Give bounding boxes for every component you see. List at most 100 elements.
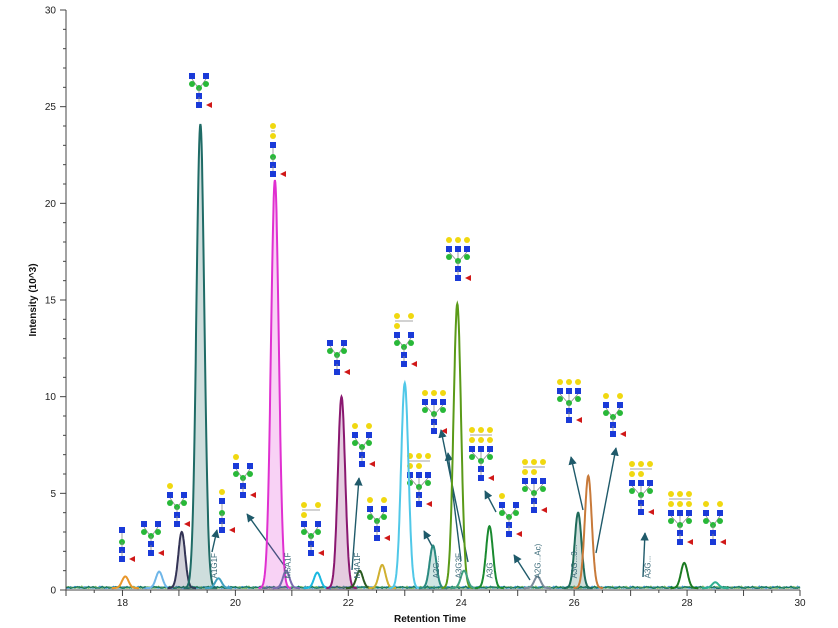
hexose-circle [617,393,623,399]
glycan-structure-icon [394,313,417,367]
hexose-circle [557,396,563,402]
y-axis-ticks: 0 5 10 15 20 25 30 [45,6,66,597]
glcnac-square [196,93,202,99]
hexose-circle [416,453,422,459]
hexose-circle [422,390,428,396]
hexose-circle [446,254,452,260]
glcnac-square [478,466,484,472]
glcnac-square [174,521,180,527]
hexose-circle [629,461,635,467]
glcnac-square [469,446,475,452]
glcnac-square [668,510,674,516]
hexose-circle [366,423,372,429]
hexose-circle [647,488,653,494]
glcnac-square [219,518,225,524]
glcnac-square [416,472,422,478]
peak-fill [418,545,448,590]
glcnac-square [610,431,616,437]
hexose-circle [408,313,414,319]
glcnac-square [677,530,683,536]
hexose-circle [499,510,505,516]
x-tick-label: 28 [682,598,694,609]
fucose-triangle [426,501,432,507]
glcnac-square [315,521,321,527]
fucose-triangle [129,556,135,562]
glcnac-square [203,73,209,79]
y-tick-label: 30 [45,6,57,17]
hexose-circle [668,501,674,507]
hexose-circle [566,379,572,385]
hexose-circle [677,501,683,507]
peak-label: M5A1F [283,553,292,579]
glcnac-square [431,419,437,425]
glcnac-square [408,332,414,338]
glcnac-square [464,246,470,252]
hexose-circle [367,514,373,520]
glycan-structure-icon [367,497,390,541]
annotation-arrow [423,530,434,549]
glcnac-square [647,480,653,486]
glcnac-square [425,472,431,478]
hexose-circle [301,512,307,518]
glcnac-square [189,73,195,79]
hexose-circle [315,529,321,535]
hexose-circle [557,379,563,385]
glcnac-square [301,521,307,527]
hexose-circle [531,459,537,465]
peak-fill [563,512,593,590]
hexose-circle [575,379,581,385]
peak-fill [167,532,196,590]
peak-trace [670,561,699,590]
glcnac-square [629,480,635,486]
glcnac-square [677,510,683,516]
hexose-circle [270,133,276,139]
hexose-circle [301,502,307,508]
x-axis-ticks: 18 20 22 24 26 28 30 [65,590,806,609]
hexose-circle [394,340,400,346]
fucose-triangle [384,535,390,541]
glcnac-square [401,352,407,358]
glcnac-square [247,463,253,469]
fucose-triangle [516,531,522,537]
hexose-circle [219,489,225,495]
glcnac-square [557,388,563,394]
glcnac-square [148,541,154,547]
glycan-structure-icon [407,453,432,507]
glycan-structure-icon [629,461,654,515]
glcnac-square [717,510,723,516]
glcnac-square [240,492,246,498]
glcnac-square [196,102,202,108]
peak-trace [303,571,331,590]
glcnac-square [327,340,333,346]
fucose-triangle [344,369,350,375]
glcnac-square [374,535,380,541]
hexose-circle [440,390,446,396]
glycan-structure-icon [557,379,582,423]
glcnac-square [677,539,683,545]
glcnac-square [566,408,572,414]
fucose-triangle [206,102,212,108]
glycan-structure-icon [119,527,135,562]
peak-trace [563,511,593,590]
glcnac-square [455,275,461,281]
glcnac-square [499,502,505,508]
hexose-circle [647,461,653,467]
hexose-circle [487,454,493,460]
glcnac-square [359,452,365,458]
hexose-circle [367,497,373,503]
fucose-triangle [687,539,693,545]
fucose-triangle [465,275,471,281]
hexose-circle [686,518,692,524]
peak-trace [441,300,473,589]
fucose-triangle [229,527,235,533]
glycan-structure-icon [270,123,286,177]
glcnac-square [374,526,380,532]
fucose-triangle [280,171,286,177]
hexose-circle [446,237,452,243]
hexose-circle [270,123,276,129]
hexose-circle [247,471,253,477]
peak-label: M4A1F [353,553,362,579]
hexose-circle [469,427,475,433]
fucose-triangle [158,550,164,556]
hexose-circle [540,486,546,492]
